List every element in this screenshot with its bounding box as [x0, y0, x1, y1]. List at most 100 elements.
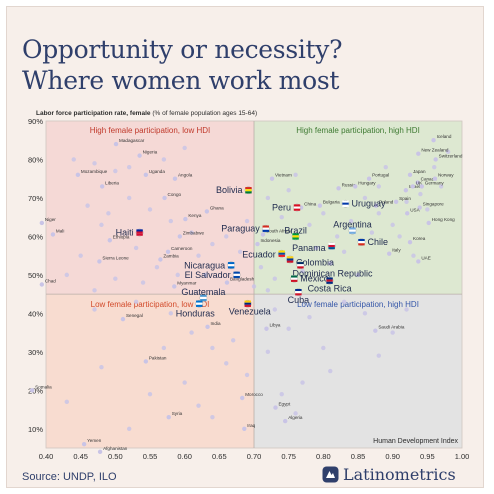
data-point	[279, 391, 284, 397]
flag-band	[245, 189, 252, 192]
flag-band	[291, 277, 298, 280]
data-point	[432, 164, 437, 170]
data-point	[205, 324, 210, 330]
data-point	[432, 176, 438, 181]
data-point	[182, 145, 187, 151]
data-point	[127, 426, 132, 431]
data-point	[397, 234, 402, 239]
data-point	[425, 207, 430, 212]
data-point	[416, 151, 421, 156]
data-point	[393, 199, 399, 204]
costa-rica-flag-icon	[325, 276, 334, 285]
data-point	[390, 222, 395, 228]
data-point	[204, 209, 210, 214]
data-point	[431, 138, 436, 143]
x-tick-label: 0.75	[281, 452, 296, 461]
data-point	[189, 330, 194, 335]
data-point	[373, 203, 379, 208]
flag-band	[342, 202, 349, 205]
data-point	[415, 180, 420, 185]
el-salvador-flag-icon	[232, 271, 241, 279]
data-point-label: Sierra Leone	[102, 255, 129, 260]
latam-point: Honduras	[176, 299, 215, 319]
data-point-label: Morocco	[245, 392, 263, 397]
data-point-label: Singapore	[423, 202, 444, 207]
data-point	[154, 264, 160, 270]
other-points: Madagascar Nigeria Mozambique Uganda Angola L…	[29, 134, 463, 455]
data-point	[407, 239, 413, 245]
data-point	[321, 211, 326, 216]
flag-band	[328, 244, 335, 248]
data-point-label: Poland	[379, 200, 394, 205]
y-tick-label: 70%	[28, 194, 43, 203]
data-point	[106, 211, 111, 216]
data-point	[355, 272, 361, 278]
latam-point-label: Chile	[367, 237, 388, 247]
y-tick-label: 20%	[28, 386, 43, 395]
data-point	[307, 222, 312, 228]
data-point-label: Indonesia	[260, 238, 280, 243]
data-point	[255, 241, 260, 247]
data-point	[433, 157, 438, 162]
latam-point: Bolivia	[216, 185, 253, 195]
data-point	[196, 403, 201, 408]
latam-point-label: Paraguay	[221, 224, 260, 234]
data-point	[426, 220, 431, 226]
flag-band	[244, 304, 251, 307]
data-point-label: Pakistan	[149, 355, 167, 360]
flag-band	[342, 200, 349, 203]
data-point	[175, 272, 180, 278]
flag-band	[295, 288, 302, 292]
x-tick-label: 0.40	[39, 452, 54, 461]
data-point	[71, 157, 76, 162]
data-point-label: Hungary	[358, 180, 376, 185]
data-point	[237, 249, 243, 254]
data-point-label: Chad	[45, 279, 56, 284]
data-point	[244, 218, 250, 224]
latam-point-label: Mexico	[300, 274, 329, 284]
latam-point-label: Nicaragua	[184, 260, 225, 270]
latam-point-label: Venezuela	[229, 307, 271, 317]
data-point	[390, 330, 395, 335]
data-point-label: Yemen	[87, 438, 102, 443]
data-point	[260, 232, 266, 237]
flag-band	[349, 229, 356, 232]
data-point-label: Liberia	[105, 180, 119, 185]
data-point-label: Spain	[399, 196, 411, 201]
haiti-flag-icon	[135, 228, 144, 237]
x-tick-label: 0.95	[420, 452, 435, 461]
latam-point: El Salvador	[185, 270, 241, 280]
data-point	[404, 199, 409, 204]
x-tick-label: 0.45	[73, 452, 88, 461]
data-point	[264, 326, 269, 331]
data-point	[224, 280, 230, 285]
data-point-label: Italy	[392, 248, 401, 253]
mexico-flag-icon	[290, 274, 299, 283]
data-point	[81, 441, 87, 447]
y-tick-label: 10%	[28, 425, 43, 434]
flag-band	[291, 275, 298, 278]
data-point	[147, 207, 153, 212]
data-point	[99, 222, 104, 228]
x-tick-label: 0.55	[143, 452, 158, 461]
data-point	[143, 359, 149, 364]
latam-point: Colombia	[286, 255, 334, 267]
flag-band	[292, 235, 299, 238]
flag-band	[293, 206, 301, 209]
data-point	[113, 141, 119, 147]
data-point	[203, 272, 208, 278]
y-axis-title-rest: (% of female population ages 15-64)	[150, 110, 258, 117]
y-tick-label: 90%	[28, 117, 43, 126]
source-note: Source: UNDP, ILO	[22, 471, 117, 483]
y-tick-label: 80%	[28, 155, 43, 164]
data-point	[411, 253, 416, 258]
latam-point: Cuba	[288, 288, 309, 305]
quadrant-bottom-right	[254, 294, 462, 448]
data-point	[162, 195, 167, 201]
data-point	[387, 251, 392, 256]
x-tick-label: 0.85	[351, 452, 366, 461]
y-tick-label: 40%	[28, 309, 43, 318]
data-point-label: Germany	[425, 180, 445, 185]
data-point	[113, 276, 118, 281]
flag-band	[358, 241, 365, 244]
